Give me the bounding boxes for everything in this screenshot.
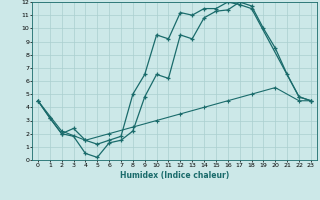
X-axis label: Humidex (Indice chaleur): Humidex (Indice chaleur) [120,171,229,180]
